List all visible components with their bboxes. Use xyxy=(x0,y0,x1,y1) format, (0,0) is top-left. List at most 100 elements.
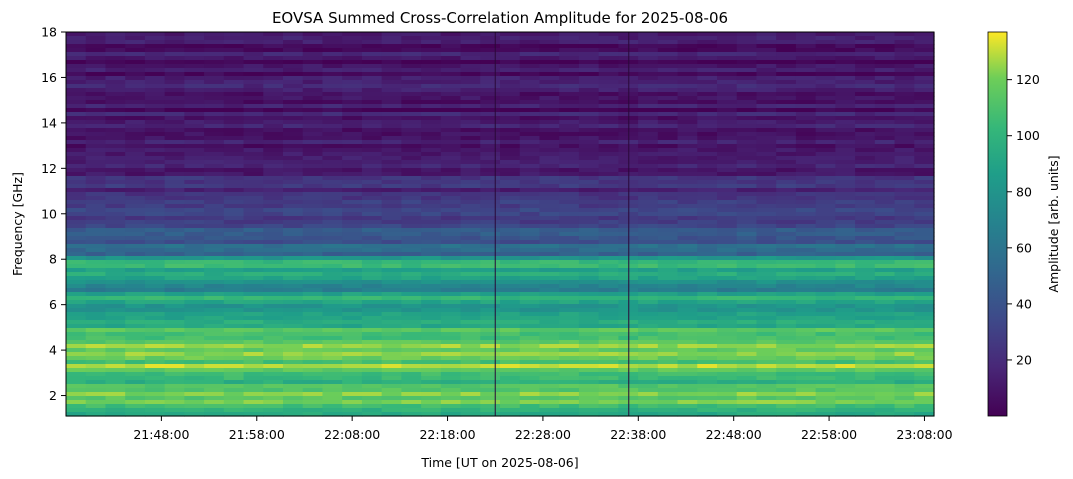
heatmap-cell xyxy=(342,300,363,305)
heatmap-cell xyxy=(874,312,896,317)
heatmap-cell xyxy=(361,300,383,305)
heatmap-cell xyxy=(717,388,738,393)
heatmap-cell xyxy=(578,148,600,153)
heatmap-cell xyxy=(263,268,284,273)
heatmap-cell xyxy=(559,196,580,201)
heatmap-cell xyxy=(894,264,915,269)
heatmap-cell xyxy=(243,52,264,57)
heatmap-cell xyxy=(381,368,402,373)
heatmap-cell xyxy=(283,80,304,85)
heatmap-cell xyxy=(835,232,856,237)
heatmap-cell xyxy=(421,144,442,149)
heatmap-cell xyxy=(519,80,541,85)
heatmap-cell xyxy=(598,172,619,177)
heatmap-cell xyxy=(677,392,698,397)
heatmap-cell xyxy=(421,364,442,369)
heatmap-cell xyxy=(401,244,422,249)
heatmap-cell xyxy=(835,68,856,73)
heatmap-cell xyxy=(756,136,777,141)
heatmap-cell xyxy=(519,216,541,221)
heatmap-cell xyxy=(125,44,146,49)
heatmap-cell xyxy=(519,332,541,337)
heatmap-cell xyxy=(815,136,836,141)
heatmap-cell xyxy=(539,360,560,365)
heatmap-cell xyxy=(795,172,817,177)
heatmap-cell xyxy=(105,212,126,217)
heatmap-cell xyxy=(263,260,284,265)
heatmap-cell xyxy=(598,356,619,361)
heatmap-cell xyxy=(657,260,679,265)
heatmap-cell xyxy=(736,132,758,137)
heatmap-cell xyxy=(480,144,501,149)
heatmap-cell xyxy=(756,104,777,109)
heatmap-cell xyxy=(519,292,541,297)
heatmap-cell xyxy=(342,288,363,293)
heatmap-cell xyxy=(361,72,383,77)
heatmap-cell xyxy=(66,196,87,201)
heatmap-cell xyxy=(776,140,797,145)
colorbar xyxy=(987,31,1008,417)
heatmap-cell xyxy=(559,172,580,177)
heatmap-cell xyxy=(204,340,225,345)
heatmap-cell xyxy=(717,324,738,329)
heatmap-cell xyxy=(657,152,679,157)
heatmap-cell xyxy=(223,64,245,69)
heatmap-cell xyxy=(381,292,402,297)
heatmap-cell xyxy=(776,308,797,313)
heatmap-cell xyxy=(480,372,501,377)
heatmap-cell xyxy=(717,152,738,157)
plot-frame xyxy=(65,31,935,417)
heatmap-cell xyxy=(125,108,146,113)
heatmap-cell xyxy=(125,360,146,365)
heatmap-cell xyxy=(105,348,126,353)
heatmap-cell xyxy=(559,212,580,217)
heatmap-cell xyxy=(421,252,442,257)
heatmap-cell xyxy=(401,60,422,65)
heatmap-cell xyxy=(401,32,422,37)
heatmap-cell xyxy=(657,160,679,165)
heatmap-cell xyxy=(717,252,738,257)
heatmap-cell xyxy=(421,324,442,329)
heatmap-cell xyxy=(66,148,87,153)
heatmap-cell xyxy=(539,292,560,297)
heatmap-cell xyxy=(401,300,422,305)
heatmap-cell xyxy=(401,232,422,237)
heatmap-cell xyxy=(736,48,758,53)
heatmap-cell xyxy=(223,352,245,357)
heatmap-cell xyxy=(677,244,698,249)
heatmap-cell xyxy=(598,188,619,193)
heatmap-cell xyxy=(835,76,856,81)
heatmap-cell xyxy=(381,236,402,241)
heatmap-cell xyxy=(776,212,797,217)
heatmap-cell xyxy=(263,292,284,297)
heatmap-cell xyxy=(85,228,107,233)
heatmap-cell xyxy=(144,168,166,173)
heatmap-cell xyxy=(440,344,462,349)
heatmap-cell xyxy=(460,216,481,221)
heatmap-cell xyxy=(480,208,501,213)
heatmap-cell xyxy=(440,412,462,417)
heatmap-cell xyxy=(756,212,777,217)
heatmap-cell xyxy=(717,40,738,45)
heatmap-cell xyxy=(381,188,402,193)
heatmap-cell xyxy=(322,316,343,321)
heatmap-cell xyxy=(144,316,166,321)
heatmap-cell xyxy=(855,136,876,141)
heatmap-cell xyxy=(144,392,166,397)
heatmap-cell xyxy=(105,340,126,345)
heatmap-cell xyxy=(204,244,225,249)
heatmap-cell xyxy=(223,44,245,49)
heatmap-cell xyxy=(559,84,580,89)
heatmap-cell xyxy=(204,216,225,221)
heatmap-cell xyxy=(144,280,166,285)
heatmap-cell xyxy=(756,156,777,161)
heatmap-cell xyxy=(85,36,107,41)
heatmap-cell xyxy=(243,80,264,85)
heatmap-cell xyxy=(519,408,541,413)
heatmap-cell xyxy=(598,396,619,401)
heatmap-cell xyxy=(263,160,284,165)
heatmap-cell xyxy=(736,284,758,289)
heatmap-cell xyxy=(835,300,856,305)
heatmap-cell xyxy=(697,316,718,321)
heatmap-cell xyxy=(697,40,718,45)
